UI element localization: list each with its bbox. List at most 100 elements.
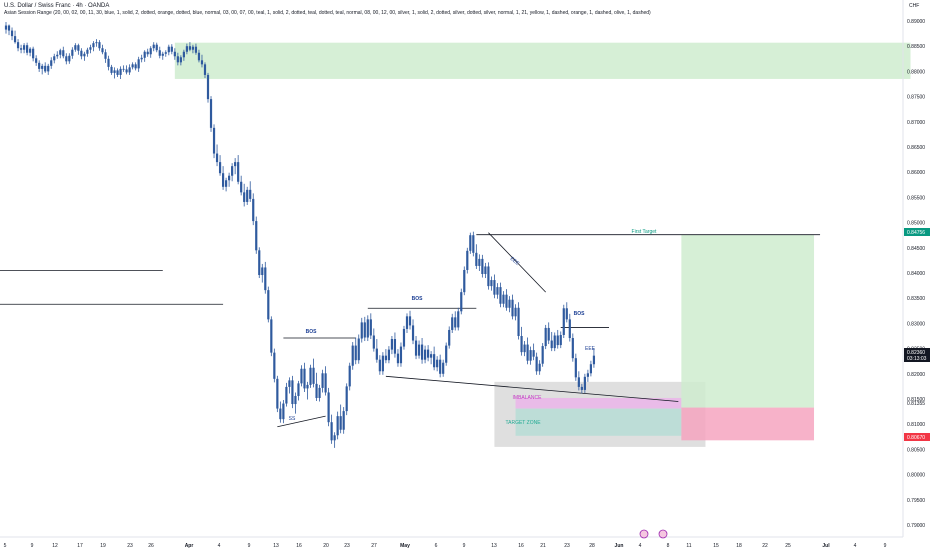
candle xyxy=(372,328,375,352)
candle-body xyxy=(393,339,397,354)
time-axis[interactable]: 5 9 12 17 19 23 26 Apr 4 9 13 16 20 23 27 May 6 9 13 16 21 23… xyxy=(4,543,887,549)
candle-body xyxy=(375,348,378,360)
candle-body xyxy=(508,299,511,308)
candle xyxy=(83,51,86,61)
candle-body xyxy=(119,68,122,75)
candle xyxy=(586,369,589,382)
candle xyxy=(125,65,128,75)
candle-body xyxy=(565,308,568,320)
candle xyxy=(234,158,237,175)
candle-body xyxy=(363,322,366,338)
candle xyxy=(74,43,77,52)
candle-body xyxy=(83,53,86,57)
candle xyxy=(240,175,243,196)
candle xyxy=(324,366,327,396)
candle xyxy=(128,64,131,75)
candle-body xyxy=(191,46,195,50)
time-tick: 13 xyxy=(273,543,279,549)
candle xyxy=(264,261,267,294)
candle-body xyxy=(378,359,381,372)
candle xyxy=(556,329,559,349)
candle-body xyxy=(270,319,273,353)
candle-body xyxy=(369,319,372,336)
candle xyxy=(62,46,65,59)
price-tick: 0.85000 xyxy=(907,221,925,227)
candle xyxy=(35,55,38,66)
economic-event-icon[interactable] xyxy=(639,529,649,539)
time-tick: Jul xyxy=(822,543,830,549)
candle-body xyxy=(35,58,38,63)
candle xyxy=(423,345,427,364)
candle xyxy=(414,336,418,360)
candle-body xyxy=(469,235,472,251)
candle-body xyxy=(197,52,201,61)
candle xyxy=(562,304,565,339)
price-tick: 0.84500 xyxy=(907,246,925,252)
candle-body xyxy=(357,338,360,361)
candle xyxy=(387,346,391,364)
candle-body xyxy=(414,340,418,356)
candle xyxy=(173,48,176,60)
economic-event-icon[interactable] xyxy=(658,529,668,539)
candle-body xyxy=(237,162,240,182)
candle xyxy=(568,313,571,342)
time-tick: 23 xyxy=(344,543,350,549)
candle-body xyxy=(110,66,113,73)
candle-body xyxy=(396,353,400,364)
candle xyxy=(402,325,406,350)
candle-body xyxy=(246,189,249,202)
candle-body xyxy=(212,127,216,154)
candle-body xyxy=(589,364,593,374)
candle xyxy=(80,48,83,60)
chart-title: U.S. Dollar / Swiss Franc · 4h · OANDA xyxy=(4,3,110,9)
time-tick: 20 xyxy=(323,543,329,549)
candle-body xyxy=(140,57,143,60)
candle-body xyxy=(282,403,285,420)
candle-body xyxy=(26,45,29,53)
candle-body xyxy=(182,51,185,58)
candle-body xyxy=(224,180,228,187)
candle xyxy=(532,343,535,361)
candle-body xyxy=(4,25,8,30)
candle-body xyxy=(59,50,62,55)
candle xyxy=(206,72,210,103)
price-tick: 0.88500 xyxy=(907,44,925,50)
candle xyxy=(282,400,285,424)
first-target-price-tag xyxy=(904,228,930,236)
candle xyxy=(203,62,207,78)
candle-body xyxy=(433,354,436,368)
candle xyxy=(442,359,445,377)
candle-body xyxy=(436,359,439,368)
candle xyxy=(523,341,526,357)
candle xyxy=(348,362,351,391)
candle-body xyxy=(408,316,412,326)
candle xyxy=(29,47,32,57)
ss-trendline xyxy=(277,415,326,428)
time-tick: 9 xyxy=(248,543,251,549)
candle xyxy=(514,304,517,321)
time-tick: Jun xyxy=(615,543,624,549)
candle-body xyxy=(221,173,225,187)
time-tick: 12 xyxy=(52,543,58,549)
candle xyxy=(26,42,29,56)
candle xyxy=(481,254,484,278)
candle-body xyxy=(417,344,421,356)
candle xyxy=(188,42,192,52)
candle xyxy=(511,294,514,320)
price-tick: 0.81500 xyxy=(907,397,925,403)
candle xyxy=(101,44,104,55)
indicator-settings[interactable]: Asian Session Range (20, 00, 02, 00, 11,… xyxy=(4,10,651,16)
candle xyxy=(197,49,201,63)
candle xyxy=(312,358,315,388)
candle xyxy=(38,60,41,72)
candle xyxy=(351,342,354,370)
candle-body xyxy=(562,308,565,335)
candle xyxy=(460,288,463,315)
candle xyxy=(246,186,249,205)
candle-body xyxy=(387,349,391,361)
candle xyxy=(200,54,204,68)
price-axis[interactable]: 0.89000 0.88500 0.88000 0.87500 0.87000 0.865… xyxy=(907,19,925,529)
candle xyxy=(56,51,59,59)
currency-label[interactable]: CHF xyxy=(909,3,920,9)
